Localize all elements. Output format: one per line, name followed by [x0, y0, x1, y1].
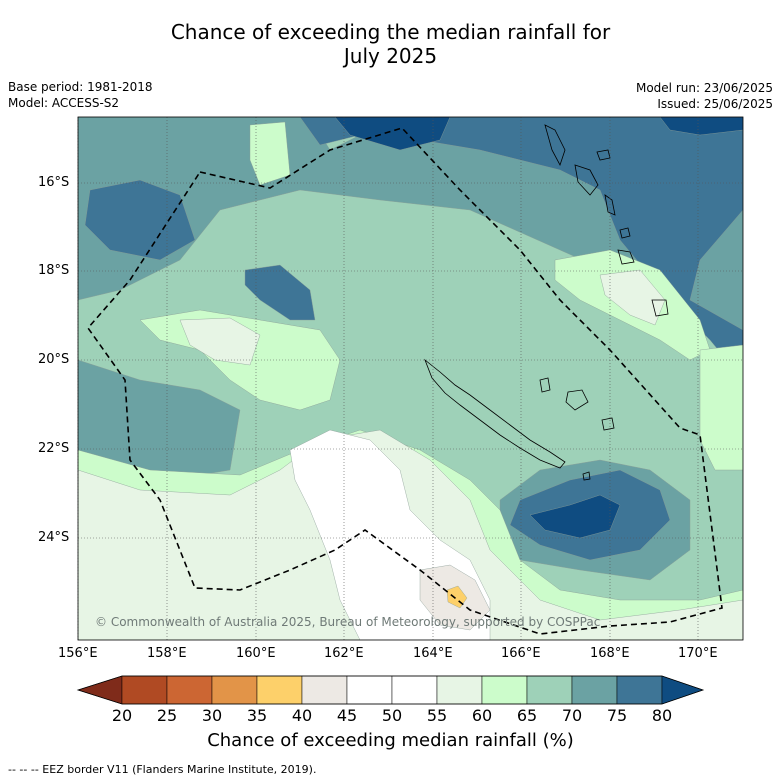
colorbar-tick-65: 65 — [516, 706, 538, 725]
vanuatu-efate — [617, 249, 635, 265]
colorbar-tick-30: 30 — [201, 706, 223, 725]
band-75-80-mid — [244, 264, 316, 321]
lon-label-156e: 156°E — [58, 646, 98, 661]
colorbar-75-80 — [616, 675, 663, 705]
band-80-plus-northeast — [659, 117, 743, 136]
map-frame — [77, 116, 744, 641]
colorbar-40-45 — [301, 675, 348, 705]
band-80-plus-southeast — [529, 494, 621, 539]
band-35-40-south — [446, 585, 468, 609]
model-run-text: Model run: 23/06/2025 — [635, 81, 773, 95]
colorbar-tick-35: 35 — [246, 706, 268, 725]
coastlines — [424, 124, 669, 481]
colorbar-35-40 — [256, 675, 303, 705]
new-caledonia-coast — [424, 358, 566, 469]
band-80-plus-north — [334, 117, 451, 151]
colorbar-55-60 — [436, 675, 483, 705]
vanuatu-small-1 — [596, 149, 611, 161]
lon-label-170e: 170°E — [678, 646, 718, 661]
loyalty-island-2 — [565, 389, 589, 411]
issued-text: Issued: 25/06/2025 — [657, 97, 773, 111]
colorbar-tick-25: 25 — [156, 706, 178, 725]
band-75-80-west — [84, 179, 196, 261]
lon-label-158e: 158°E — [147, 646, 187, 661]
colorbar — [76, 675, 705, 705]
base-period-text: Base period: 1981-2018 — [8, 80, 153, 94]
colorbar-45-50 — [346, 675, 393, 705]
colorbar-tick-80: 80 — [651, 706, 673, 725]
band-60-65-far-east — [699, 344, 743, 471]
colorbar-outline — [76, 675, 705, 705]
colorbar-tick-75: 75 — [606, 706, 628, 725]
colorbar-title: Chance of exceeding median rainfall (%) — [207, 730, 574, 751]
lon-label-162e: 162°E — [324, 646, 364, 661]
lon-label-164e: 164°E — [413, 646, 453, 661]
loyalty-island-3 — [601, 417, 615, 431]
colorbar-tick-60: 60 — [471, 706, 493, 725]
colorbar-high-extend — [661, 675, 704, 705]
colorbar-low-extend — [77, 675, 123, 705]
lat-label-18s: 18°S — [38, 263, 70, 278]
map-title-line-1: Chance of exceeding the median rainfall … — [170, 20, 611, 44]
colorbar-tick-55: 55 — [426, 706, 448, 725]
map-title-line-2: July 2025 — [343, 44, 438, 68]
vanuatu-malekula — [604, 194, 616, 216]
colorbar-60-65 — [481, 675, 528, 705]
rainfall-probability-field — [78, 117, 743, 640]
band-55-60-east — [599, 269, 666, 326]
lon-label-166e: 166°E — [501, 646, 541, 661]
colorbar-tick-45: 45 — [336, 706, 358, 725]
colorbar-tick-40: 40 — [291, 706, 313, 725]
lat-label-22s: 22°S — [38, 441, 70, 456]
colorbar-25-30 — [166, 675, 213, 705]
colorbar-50-55 — [391, 675, 438, 705]
vanuatu-north — [544, 124, 566, 167]
copyright-text: © Commonwealth of Australia 2025, Bureau… — [95, 615, 600, 629]
colorbar-30-35 — [211, 675, 258, 705]
band-60-65-north — [249, 121, 291, 186]
lat-label-20s: 20°S — [38, 352, 70, 367]
colorbar-tick-70: 70 — [561, 706, 583, 725]
model-text: Model: ACCESS-S2 — [8, 96, 120, 110]
lon-label-168e: 168°E — [590, 646, 630, 661]
colorbar-70-75 — [571, 675, 618, 705]
colorbar-20-25 — [121, 675, 168, 705]
colorbar-65-70 — [526, 675, 573, 705]
lat-label-16s: 16°S — [38, 175, 70, 190]
south-reef — [582, 471, 591, 481]
eez-footnote: -- -- -- EEZ border V11 (Flanders Marine… — [8, 763, 317, 776]
eez-border — [86, 127, 723, 635]
vanuatu-tanna — [651, 299, 669, 317]
vanuatu-small-2 — [619, 227, 631, 239]
loyalty-island-1 — [539, 377, 551, 393]
colorbar-tick-20: 20 — [111, 706, 133, 725]
colorbar-tick-50: 50 — [381, 706, 403, 725]
lat-label-24s: 24°S — [38, 530, 70, 545]
band-55-60-center — [179, 317, 261, 366]
vanuatu-espiritu — [574, 164, 599, 196]
lon-label-160e: 160°E — [236, 646, 276, 661]
